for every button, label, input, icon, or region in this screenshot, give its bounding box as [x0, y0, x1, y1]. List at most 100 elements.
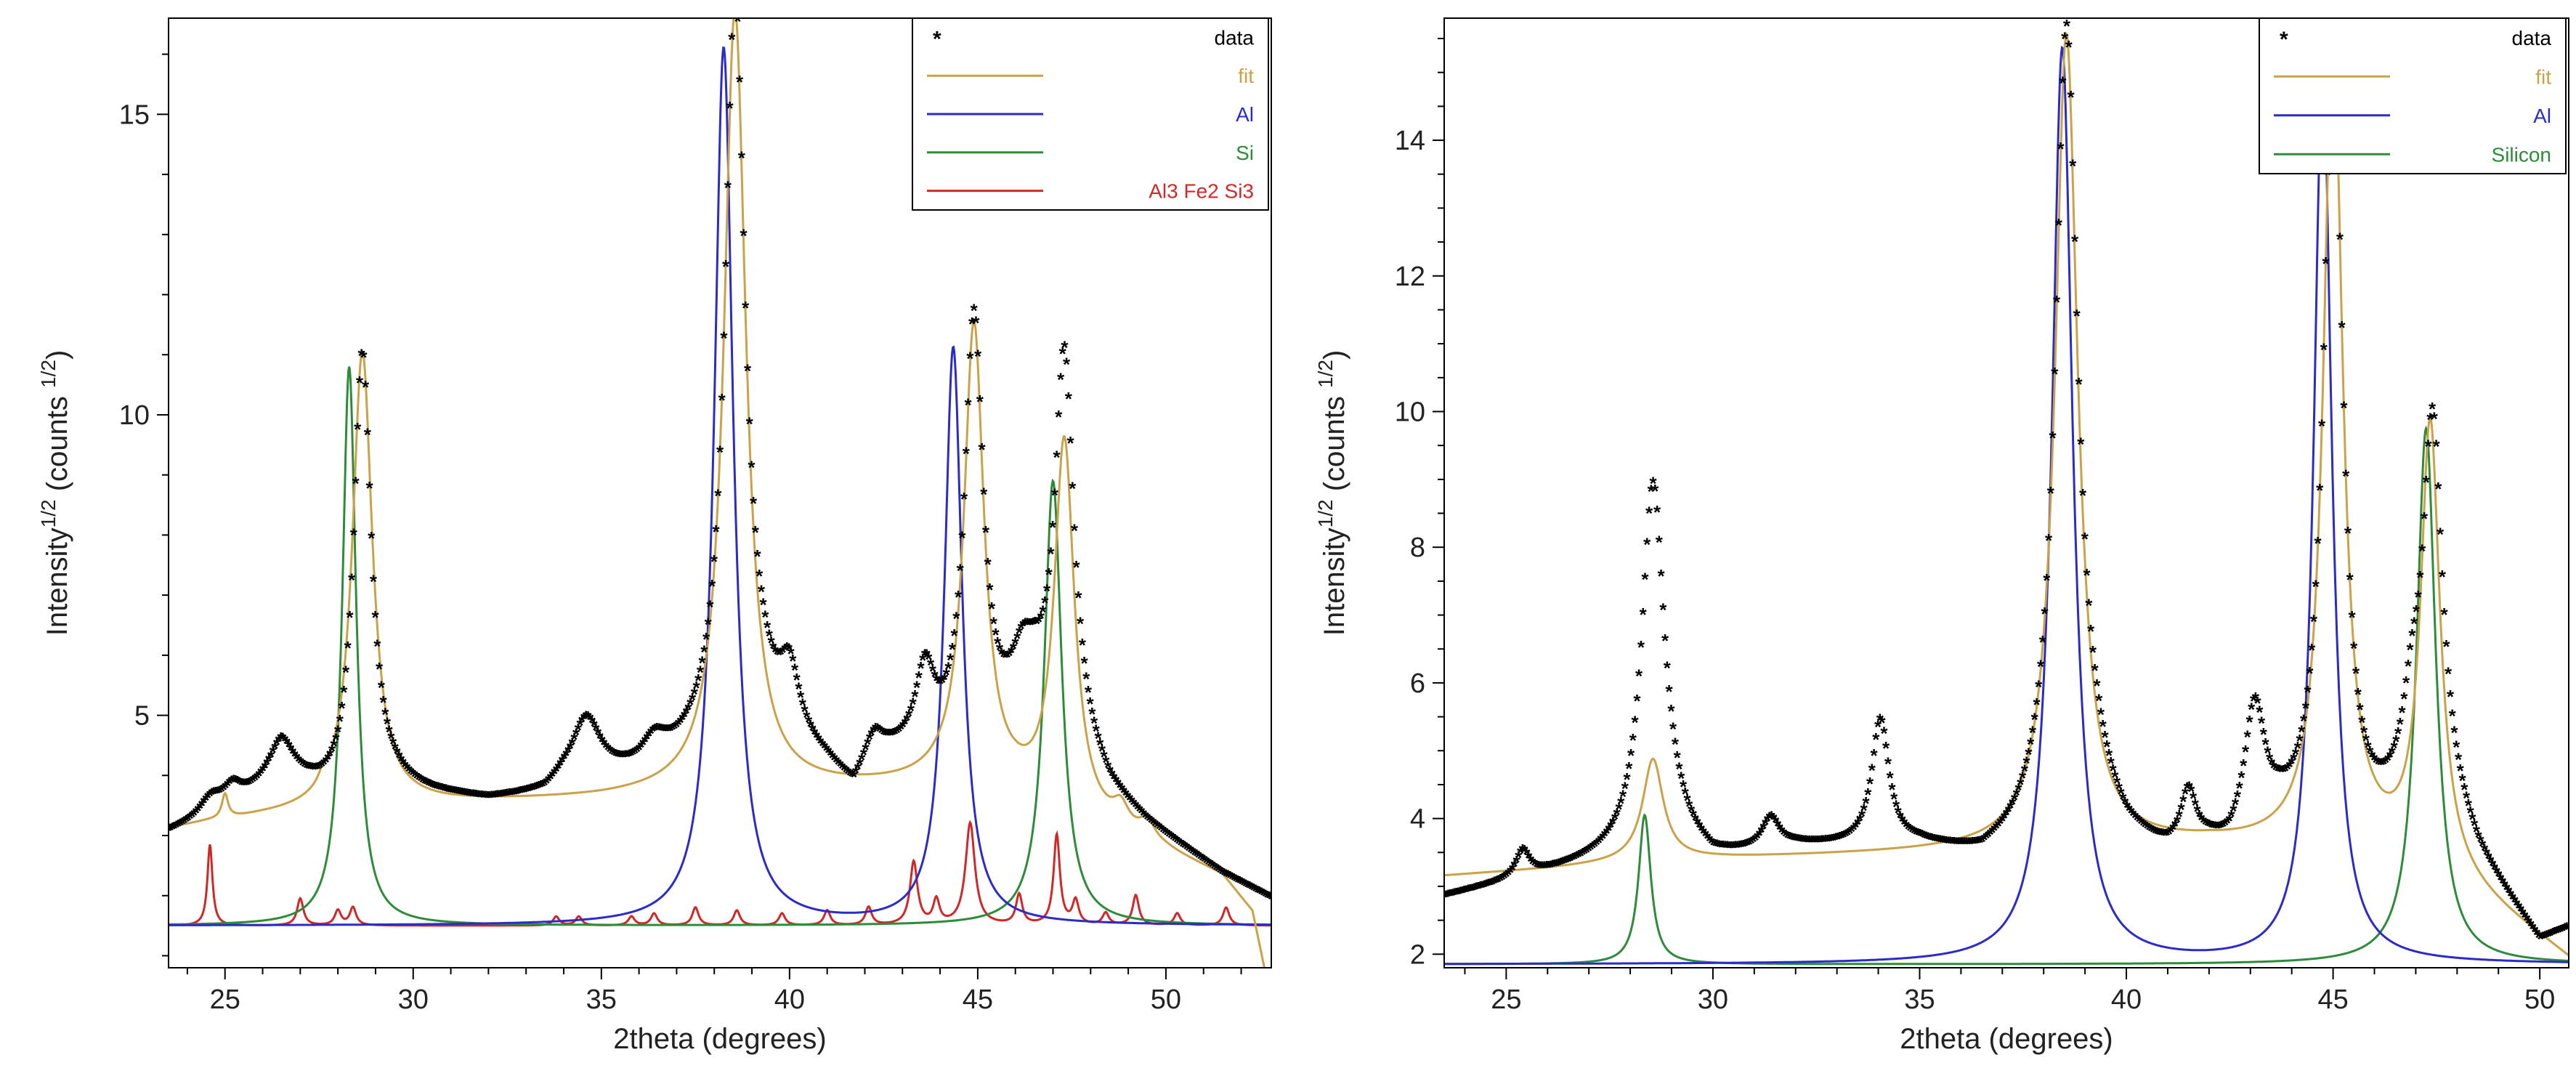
data-marker: *: [1750, 831, 1758, 853]
data-marker: *: [594, 724, 602, 745]
data-marker: *: [787, 643, 795, 665]
data-marker: *: [2505, 882, 2513, 904]
data-marker: *: [1189, 842, 1197, 864]
data-marker: *: [1212, 859, 1220, 881]
data-marker: *: [1792, 829, 1800, 851]
data-marker: *: [1967, 833, 1974, 854]
data-marker: *: [1116, 777, 1124, 798]
data-marker: *: [1579, 844, 1587, 865]
data-marker: *: [1595, 832, 1603, 854]
data-marker: *: [1264, 886, 1272, 908]
data-marker: *: [947, 650, 955, 671]
data-marker: *: [478, 786, 486, 808]
data-marker: *: [344, 637, 352, 659]
data-marker: *: [2176, 806, 2184, 828]
data-marker: *: [2037, 655, 2045, 677]
data-marker: *: [425, 774, 433, 796]
data-marker: *: [2304, 681, 2312, 703]
data-marker: *: [2517, 900, 2525, 922]
data-marker: *: [2509, 888, 2517, 910]
data-marker: *: [1461, 881, 1469, 903]
data-marker: *: [1256, 882, 1264, 904]
data-marker: *: [2234, 786, 2242, 808]
data-marker: *: [2541, 926, 2549, 948]
data-marker: *: [1677, 768, 1685, 790]
data-marker: *: [2543, 926, 2551, 947]
data-marker: *: [397, 750, 405, 772]
data-marker: *: [1667, 700, 1675, 722]
data-marker: *: [1742, 835, 1750, 857]
data-marker: *: [2033, 694, 2041, 716]
data-marker: *: [965, 395, 973, 416]
legend-item-al: Al: [927, 103, 1254, 126]
data-marker: *: [630, 743, 638, 765]
data-marker: *: [960, 488, 968, 510]
data-marker: *: [522, 781, 530, 803]
data-marker: *: [2127, 802, 2135, 824]
data-marker: *: [2358, 711, 2366, 733]
data-marker: *: [2226, 810, 2234, 832]
data-marker: *: [498, 785, 506, 807]
data-marker: *: [434, 778, 442, 800]
data-marker: *: [1473, 878, 1481, 900]
data-marker: *: [1162, 822, 1170, 844]
data-marker: *: [2458, 770, 2466, 792]
data-marker: *: [2134, 809, 2142, 830]
x-tick-label: 50: [2524, 984, 2555, 1015]
data-marker: *: [636, 739, 644, 761]
data-marker: *: [2394, 723, 2402, 745]
data-marker: *: [2063, 15, 2071, 37]
data-marker: *: [417, 770, 425, 792]
data-marker: *: [515, 782, 523, 804]
data-marker: *: [996, 639, 1004, 661]
data-marker: *: [1932, 830, 1940, 852]
data-marker: *: [1929, 829, 1937, 851]
data-marker: *: [2190, 788, 2198, 809]
data-marker: *: [356, 372, 364, 394]
data-marker: *: [2065, 36, 2073, 58]
data-marker: *: [2039, 631, 2047, 653]
data-marker: *: [230, 771, 238, 793]
data-marker: *: [677, 712, 685, 734]
data-marker: *: [708, 575, 716, 597]
data-marker: *: [370, 571, 378, 593]
data-marker: *: [405, 761, 413, 782]
data-marker: *: [1575, 846, 1583, 867]
data-marker: *: [299, 754, 307, 776]
data-marker: *: [2260, 724, 2268, 745]
data-marker: *: [903, 710, 911, 732]
x-tick-label: 40: [2111, 984, 2142, 1015]
data-marker: *: [1591, 836, 1599, 857]
data-marker: *: [1451, 884, 1459, 906]
chart-right: * * * * * * * * * * * * * * * * * * * * * * * * * * * * * * * * * * * * * * * *…: [1300, 0, 2576, 1084]
data-marker: *: [2352, 663, 2360, 684]
data-marker: *: [1509, 859, 1517, 881]
data-marker: *: [2529, 918, 2537, 940]
data-marker: *: [1079, 634, 1087, 656]
data-marker: *: [1173, 831, 1181, 853]
data-marker: *: [1545, 857, 1553, 878]
data-marker: *: [647, 722, 655, 744]
data-marker: *: [1096, 735, 1104, 756]
data-marker: *: [1151, 814, 1159, 836]
data-marker: *: [2129, 804, 2137, 826]
right-legend: * data fit Al Silicon: [2259, 17, 2567, 174]
data-marker: *: [1059, 343, 1067, 365]
data-marker: *: [1725, 837, 1733, 859]
data-marker: *: [527, 780, 535, 801]
data-marker: *: [376, 658, 384, 680]
right-legend-box: [2259, 17, 2567, 174]
data-marker: *: [889, 724, 897, 745]
data-marker: *: [2386, 746, 2394, 768]
data-marker: *: [1648, 481, 1656, 503]
data-marker: *: [2407, 639, 2415, 660]
data-marker: *: [1204, 854, 1212, 875]
data-marker: *: [2382, 752, 2390, 774]
data-marker: *: [2218, 817, 2226, 838]
data-marker: *: [1930, 830, 1938, 852]
data-marker: *: [2095, 690, 2103, 712]
data-marker: *: [2484, 847, 2492, 869]
data-marker: *: [177, 814, 185, 836]
data-marker: *: [1995, 815, 2003, 837]
data-marker: *: [736, 71, 744, 93]
